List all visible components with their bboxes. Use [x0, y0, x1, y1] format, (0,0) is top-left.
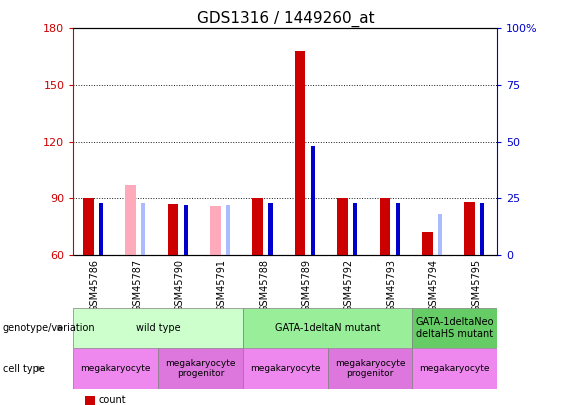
- Bar: [412, 348, 497, 389]
- Bar: [412, 308, 497, 348]
- Bar: [337, 198, 348, 255]
- Text: wild type: wild type: [136, 323, 180, 333]
- Bar: [243, 348, 328, 389]
- Text: GSM45788: GSM45788: [259, 259, 269, 312]
- Text: megakaryocyte
progenitor: megakaryocyte progenitor: [335, 359, 405, 378]
- Bar: [226, 205, 231, 255]
- Text: GSM45795: GSM45795: [471, 259, 481, 313]
- Bar: [168, 204, 179, 255]
- Text: genotype/variation: genotype/variation: [3, 323, 95, 333]
- Text: megakaryocyte
progenitor: megakaryocyte progenitor: [166, 359, 236, 378]
- Bar: [73, 348, 158, 389]
- Bar: [184, 205, 188, 255]
- Text: GATA-1deltaN mutant: GATA-1deltaN mutant: [275, 323, 380, 333]
- Bar: [243, 308, 412, 348]
- Text: GSM45792: GSM45792: [344, 259, 354, 313]
- Bar: [353, 203, 358, 255]
- Text: count: count: [99, 395, 127, 405]
- Bar: [295, 51, 306, 255]
- Text: GSM45793: GSM45793: [386, 259, 396, 312]
- Text: GATA-1deltaNeo
deltaHS mutant: GATA-1deltaNeo deltaHS mutant: [416, 317, 494, 339]
- Text: megakaryocyte: megakaryocyte: [420, 364, 490, 373]
- Text: megakaryocyte: megakaryocyte: [250, 364, 320, 373]
- Bar: [253, 198, 263, 255]
- Text: GSM45786: GSM45786: [90, 259, 99, 312]
- Text: cell type: cell type: [3, 364, 45, 373]
- Bar: [438, 214, 442, 255]
- Bar: [141, 203, 146, 255]
- Bar: [210, 206, 221, 255]
- Text: megakaryocyte: megakaryocyte: [81, 364, 151, 373]
- Bar: [380, 198, 390, 255]
- Bar: [328, 348, 412, 389]
- Title: GDS1316 / 1449260_at: GDS1316 / 1449260_at: [197, 11, 374, 27]
- Bar: [99, 203, 103, 255]
- Text: GSM45790: GSM45790: [175, 259, 184, 312]
- Bar: [422, 232, 433, 255]
- Bar: [268, 203, 273, 255]
- Bar: [396, 203, 400, 255]
- Bar: [125, 185, 136, 255]
- Bar: [464, 202, 475, 255]
- Bar: [73, 308, 243, 348]
- Bar: [83, 198, 94, 255]
- Bar: [311, 146, 315, 255]
- Text: GSM45789: GSM45789: [302, 259, 311, 312]
- Bar: [480, 203, 485, 255]
- Text: GSM45791: GSM45791: [217, 259, 227, 312]
- Text: GSM45787: GSM45787: [132, 259, 142, 313]
- Bar: [158, 348, 243, 389]
- Text: GSM45794: GSM45794: [429, 259, 438, 312]
